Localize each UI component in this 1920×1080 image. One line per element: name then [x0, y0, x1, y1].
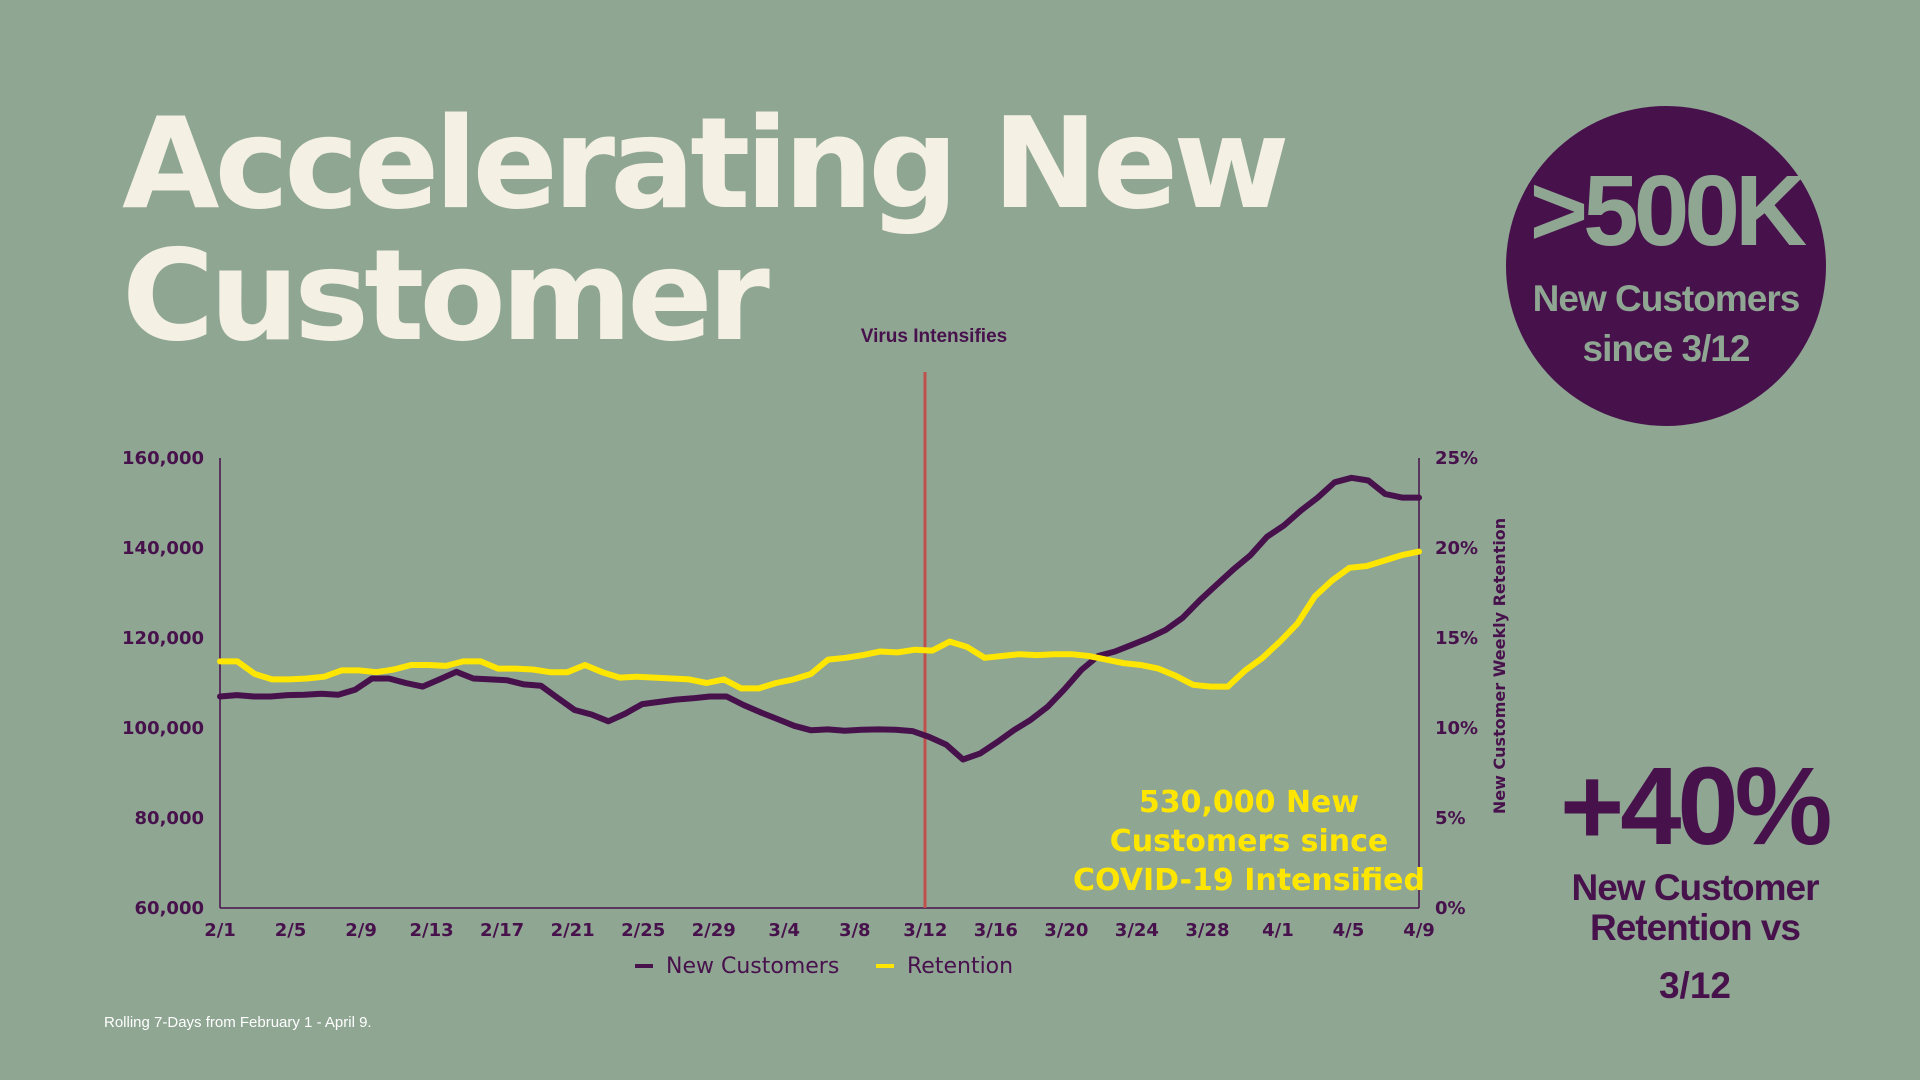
x-tick-label: 2/21	[551, 920, 595, 941]
page-title: Accelerating New Customer	[122, 98, 1290, 362]
x-tick-label: 2/17	[480, 920, 524, 941]
badge-value: >500K	[1529, 155, 1807, 267]
retention-stat-line-3: 3/12	[1658, 965, 1731, 1006]
x-tick-label: 3/24	[1115, 920, 1159, 941]
badge-caption-line-2: since 3/12	[1582, 328, 1751, 369]
y-left-tick-label: 140,000	[122, 538, 204, 559]
x-tick-label: 2/29	[692, 920, 736, 941]
x-tick-label: 3/16	[974, 920, 1018, 941]
y-left-tick-label: 60,000	[135, 898, 204, 919]
y-right-tick-label: 5%	[1435, 808, 1466, 829]
new-customers-badge: >500K New Customers since 3/12	[1506, 106, 1826, 426]
series-line-retention	[217, 548, 1422, 692]
x-axis: 2/1 2/5 2/9 2/13 2/17 2/21 2/25 2/29 3/4 3/8 3/12 3…	[204, 920, 1435, 941]
badge-caption-line-1: New Customers	[1532, 278, 1801, 319]
x-tick-label: 3/4	[768, 920, 800, 941]
y-left-tick-label: 100,000	[122, 718, 204, 739]
annotation-line-3: COVID-19 Intensified	[1073, 863, 1425, 898]
retention-stat-line-2: Retention vs	[1589, 907, 1801, 948]
title-line-2: Customer	[122, 222, 770, 369]
y-right-tick-label: 10%	[1435, 718, 1478, 739]
annotation-line-1: 530,000 New	[1139, 785, 1359, 820]
retention-stat-line-1: New Customer	[1571, 867, 1819, 908]
annotation-line-2: Customers since	[1110, 824, 1389, 859]
title-line-1: Accelerating New	[122, 90, 1290, 237]
x-tick-label: 3/20	[1044, 920, 1088, 941]
y-left-tick-label: 120,000	[122, 628, 204, 649]
legend-label-new-customers: New Customers	[666, 954, 839, 979]
x-tick-label: 2/5	[275, 920, 307, 941]
footnote: Rolling 7-Days from February 1 - April 9…	[104, 1014, 372, 1031]
y-left-tick-label: 160,000	[122, 448, 204, 469]
legend: New Customers Retention	[635, 954, 1013, 979]
badge-caption: New Customers since 3/12	[1506, 274, 1826, 374]
y-right-tick-label: 25%	[1435, 448, 1478, 469]
x-tick-label: 3/28	[1185, 920, 1229, 941]
x-tick-label: 4/5	[1333, 920, 1365, 941]
y-right-tick-label: 0%	[1435, 898, 1466, 919]
y-axis-right: 0% 5% 10% 15% 20% 25%	[1435, 448, 1478, 919]
series-line-new-customers	[217, 474, 1422, 763]
y-axis-right-title: New Customer Weekly Retention	[1490, 518, 1509, 814]
x-tick-label: 2/25	[621, 920, 665, 941]
legend-label-retention: Retention	[907, 954, 1013, 979]
x-tick-label: 4/1	[1262, 920, 1294, 941]
x-tick-label: 2/1	[204, 920, 236, 941]
event-label: Virus Intensifies	[861, 326, 1007, 347]
y-right-tick-label: 20%	[1435, 538, 1478, 559]
x-tick-label: 2/13	[410, 920, 454, 941]
retention-stat-value: +40%	[1560, 745, 1832, 868]
y-right-tick-label: 15%	[1435, 628, 1478, 649]
x-tick-label: 3/8	[839, 920, 871, 941]
y-axis-left: 60,000 80,000 100,000 120,000 140,000 160,000	[122, 448, 204, 919]
x-tick-label: 3/12	[903, 920, 947, 941]
retention-stat-caption: New Customer Retention vs	[1540, 868, 1850, 948]
y-left-tick-label: 80,000	[135, 808, 204, 829]
x-tick-label: 4/9	[1403, 920, 1435, 941]
x-tick-label: 2/9	[345, 920, 377, 941]
